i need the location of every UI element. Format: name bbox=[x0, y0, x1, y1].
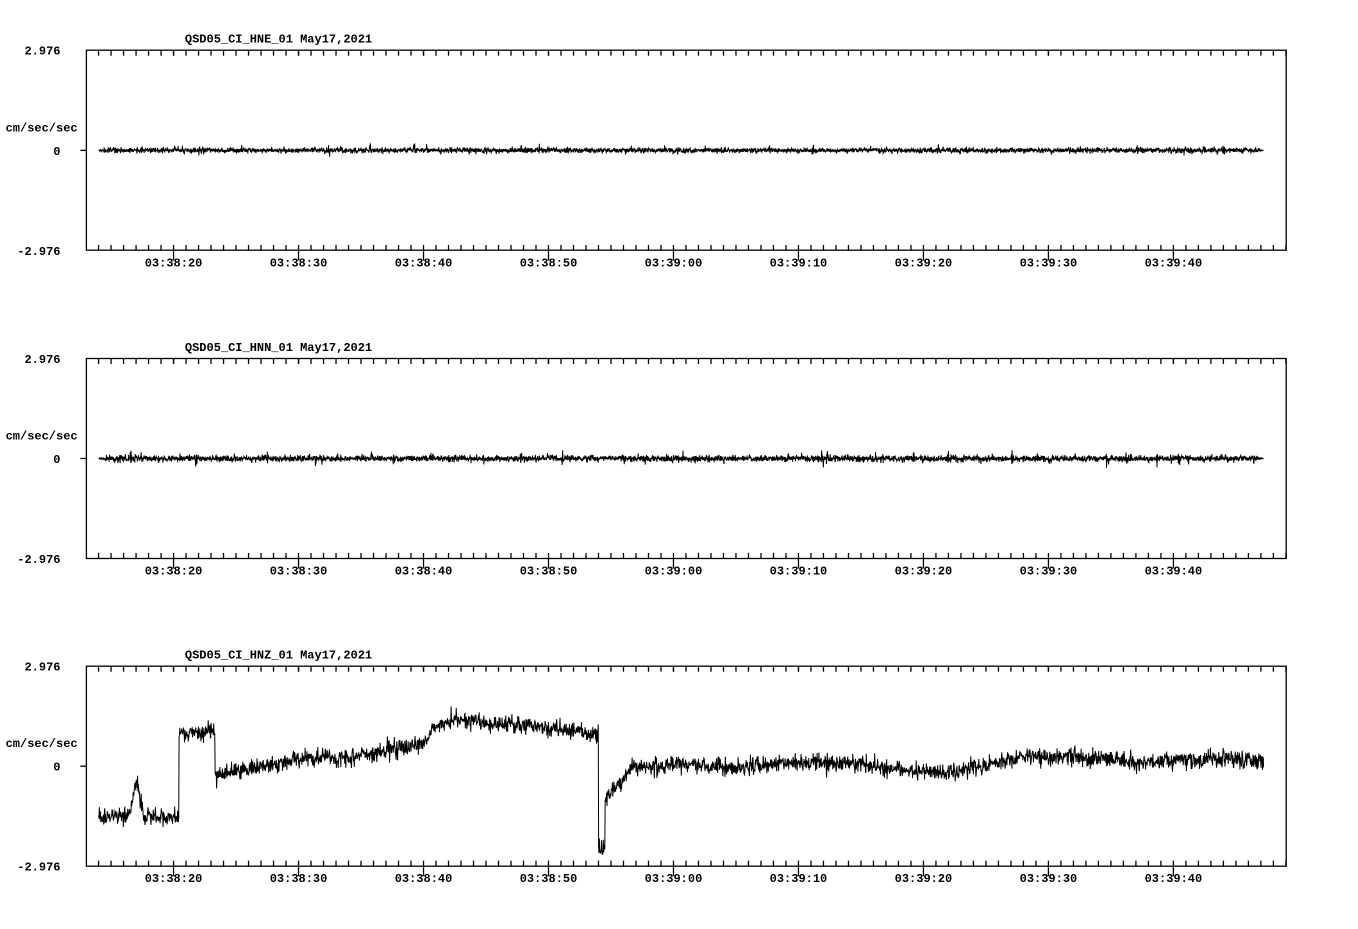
svg-text:03:38:20: 03:38:20 bbox=[145, 257, 203, 271]
svg-text:QSD05_CI_HNZ_01 May17,2021: QSD05_CI_HNZ_01 May17,2021 bbox=[185, 649, 372, 663]
svg-text:-2.976: -2.976 bbox=[17, 553, 60, 567]
svg-text:03:38:40: 03:38:40 bbox=[395, 565, 453, 579]
svg-text:03:38:30: 03:38:30 bbox=[270, 257, 328, 271]
svg-text:0: 0 bbox=[53, 761, 60, 775]
svg-text:2.976: 2.976 bbox=[24, 45, 60, 59]
svg-text:03:39:10: 03:39:10 bbox=[770, 257, 828, 271]
svg-text:03:39:30: 03:39:30 bbox=[1020, 257, 1078, 271]
svg-text:03:39:20: 03:39:20 bbox=[895, 872, 953, 886]
svg-text:03:39:20: 03:39:20 bbox=[895, 257, 953, 271]
svg-text:cm/sec/sec: cm/sec/sec bbox=[6, 121, 78, 135]
svg-text:-2.976: -2.976 bbox=[17, 245, 60, 259]
svg-text:03:38:30: 03:38:30 bbox=[270, 565, 328, 579]
svg-text:03:39:10: 03:39:10 bbox=[770, 872, 828, 886]
svg-text:03:38:40: 03:38:40 bbox=[395, 872, 453, 886]
svg-text:03:39:00: 03:39:00 bbox=[645, 565, 703, 579]
svg-text:03:39:00: 03:39:00 bbox=[645, 872, 703, 886]
svg-text:03:38:50: 03:38:50 bbox=[520, 872, 578, 886]
svg-text:03:38:30: 03:38:30 bbox=[270, 872, 328, 886]
svg-text:03:39:30: 03:39:30 bbox=[1020, 565, 1078, 579]
svg-text:2.976: 2.976 bbox=[24, 353, 60, 367]
svg-text:03:38:50: 03:38:50 bbox=[520, 257, 578, 271]
svg-text:03:38:20: 03:38:20 bbox=[145, 872, 203, 886]
svg-text:2.976: 2.976 bbox=[24, 661, 60, 675]
svg-text:QSD05_CI_HNE_01 May17,2021: QSD05_CI_HNE_01 May17,2021 bbox=[185, 33, 372, 47]
svg-text:03:39:00: 03:39:00 bbox=[645, 257, 703, 271]
svg-text:QSD05_CI_HNN_01 May17,2021: QSD05_CI_HNN_01 May17,2021 bbox=[185, 341, 372, 355]
svg-text:03:39:40: 03:39:40 bbox=[1145, 872, 1203, 886]
svg-text:03:38:50: 03:38:50 bbox=[520, 565, 578, 579]
svg-text:03:39:40: 03:39:40 bbox=[1145, 257, 1203, 271]
svg-text:03:38:40: 03:38:40 bbox=[395, 257, 453, 271]
svg-text:03:39:40: 03:39:40 bbox=[1145, 565, 1203, 579]
svg-text:0: 0 bbox=[53, 145, 60, 159]
svg-text:cm/sec/sec: cm/sec/sec bbox=[6, 430, 78, 444]
svg-text:03:39:30: 03:39:30 bbox=[1020, 872, 1078, 886]
svg-text:-2.976: -2.976 bbox=[17, 861, 60, 875]
svg-text:0: 0 bbox=[53, 453, 60, 467]
svg-text:cm/sec/sec: cm/sec/sec bbox=[6, 737, 78, 751]
svg-text:03:39:10: 03:39:10 bbox=[770, 565, 828, 579]
svg-text:03:39:20: 03:39:20 bbox=[895, 565, 953, 579]
svg-text:03:38:20: 03:38:20 bbox=[145, 565, 203, 579]
